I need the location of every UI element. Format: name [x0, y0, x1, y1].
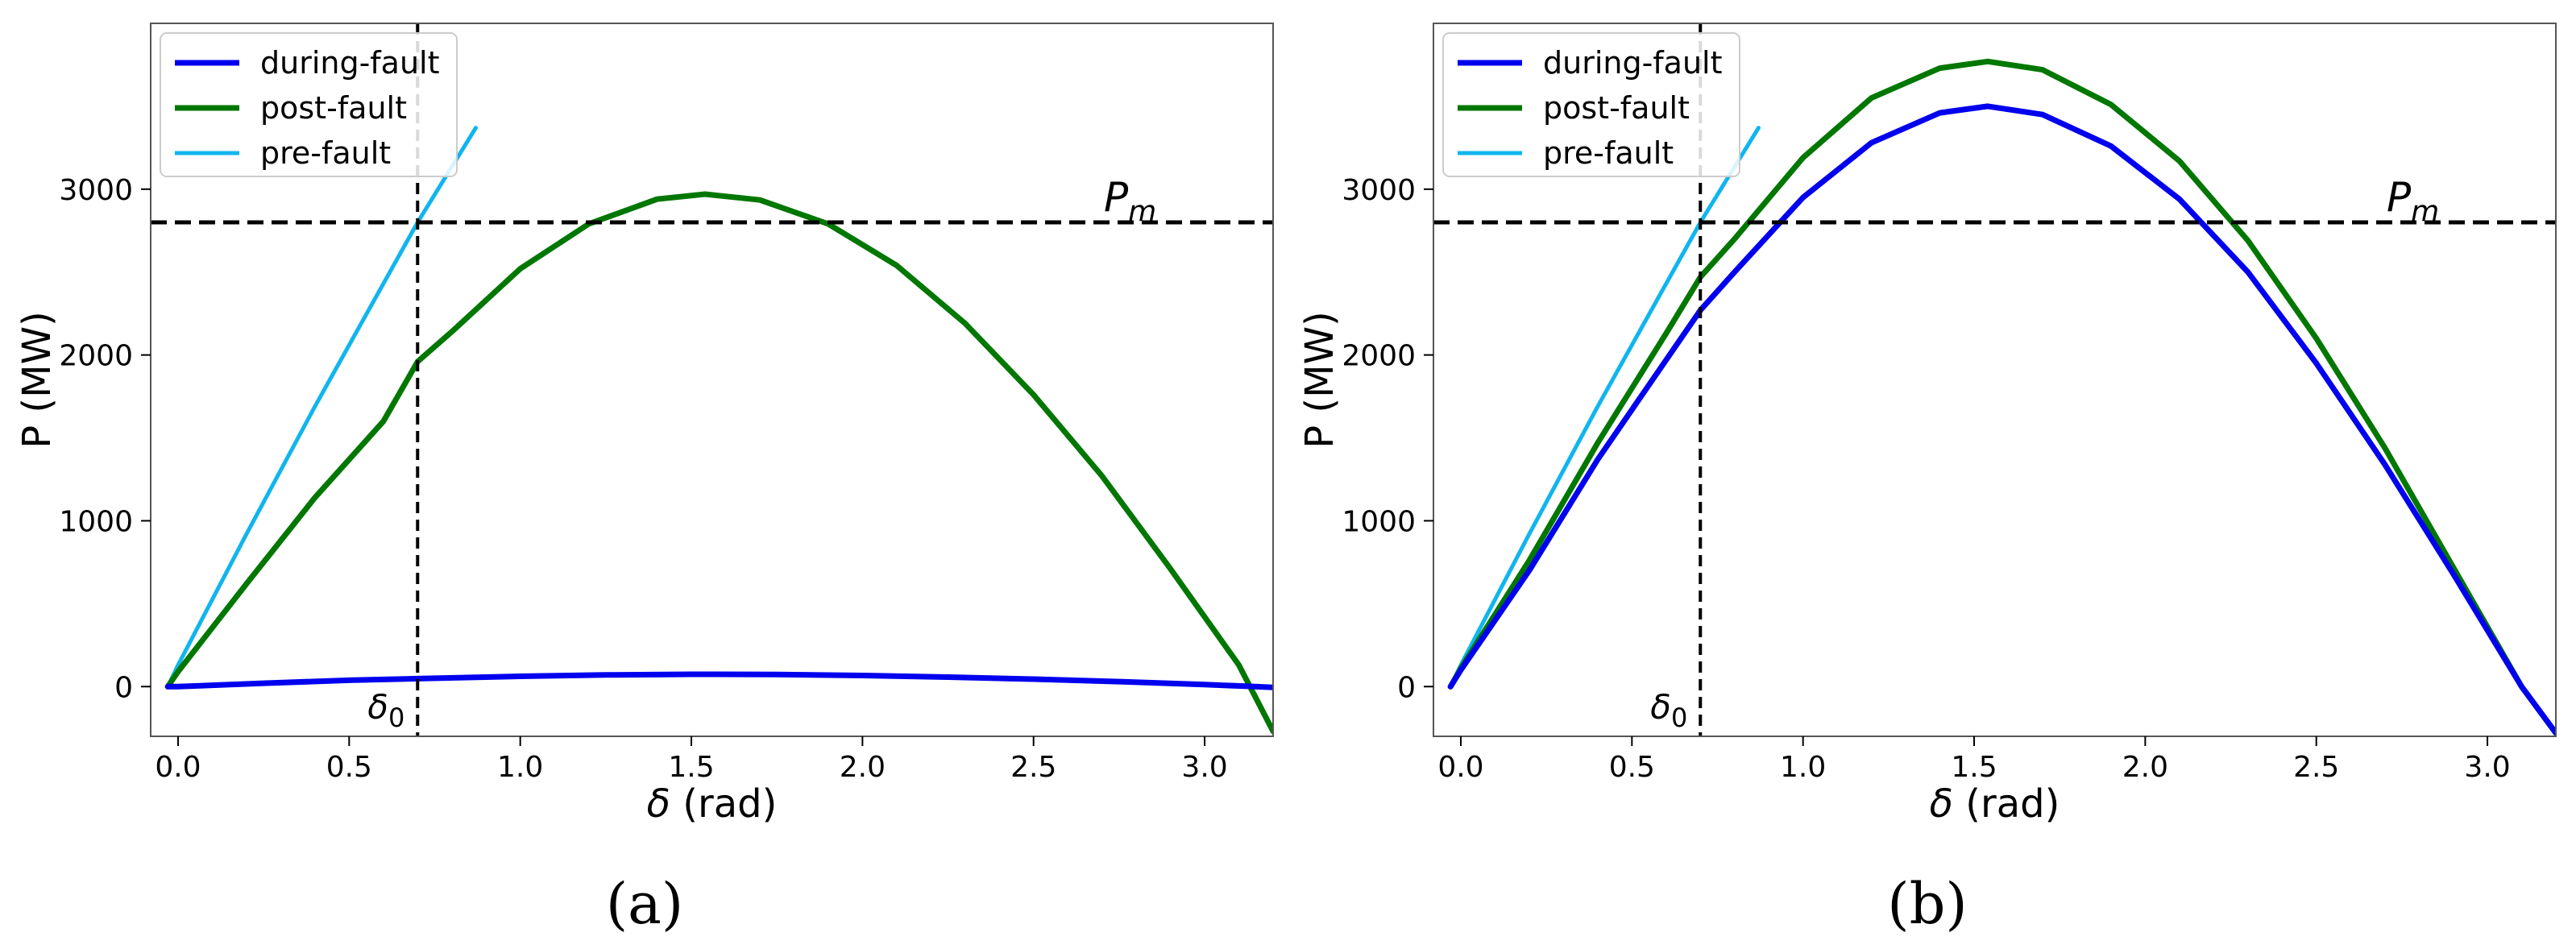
legend-label-pre-fault: pre-fault — [260, 135, 391, 171]
legend-label-post-fault: post-fault — [260, 90, 407, 126]
panel-label: (a) — [606, 871, 683, 937]
x-tick-label: 2.0 — [840, 751, 886, 784]
legend-box — [160, 32, 458, 177]
y-tick-label: 3000 — [1342, 174, 1416, 207]
x-tick-label: 0.5 — [1609, 751, 1655, 784]
series-line-post-fault — [164, 191, 1273, 735]
x-tick-label: 2.5 — [1010, 751, 1056, 784]
series-line-during-fault — [164, 671, 1273, 690]
axes-frame — [150, 23, 1274, 737]
series-line-pre-fault — [165, 126, 478, 689]
y-tick-label: 0 — [114, 671, 133, 704]
series-line-pre-fault — [1448, 126, 1761, 689]
y-tick-label: 3000 — [59, 174, 133, 207]
legend-label-during-fault: during-fault — [1543, 45, 1723, 81]
y-axis-label: P (MW) — [1297, 311, 1342, 449]
x-tick-label: 0.0 — [155, 751, 201, 784]
delta0-label: δ0 — [1650, 687, 1687, 733]
pm-label: Pm — [2387, 174, 2439, 228]
legend: during-fault post-fault pre-fault — [160, 32, 458, 177]
x-tick-label: 1.5 — [1951, 751, 1997, 784]
axes-frame — [1433, 23, 2557, 737]
x-tick-label: 2.5 — [2293, 751, 2339, 784]
x-tick-label: 1.5 — [668, 751, 714, 784]
x-tick-label: 3.0 — [1181, 751, 1227, 784]
legend-label-post-fault: post-fault — [1543, 90, 1690, 126]
x-tick-label: 3.0 — [2464, 751, 2510, 784]
legend-label-pre-fault: pre-fault — [1543, 135, 1674, 171]
legend: during-fault post-fault pre-fault — [1442, 32, 1740, 177]
series-line-during-fault — [1447, 103, 2556, 736]
x-axis-label: δ (rad) — [647, 781, 778, 827]
y-tick-label: 1000 — [1342, 505, 1416, 538]
chart-panel-b: Pm δ0 0.0 0.5 1.0 1.5 2.0 2.5 3.0 0 1000 2000 3000 δ … — [1297, 23, 2557, 937]
y-tick-label: 2000 — [1342, 340, 1416, 373]
series-line-post-fault — [1447, 58, 2556, 736]
x-tick-label: 2.0 — [2122, 751, 2168, 784]
x-tick-label: 0.0 — [1437, 751, 1483, 784]
panel-label: (b) — [1887, 871, 1967, 937]
y-axis-label: P (MW) — [15, 311, 60, 449]
x-tick-label: 1.0 — [1780, 751, 1826, 784]
pm-label: Pm — [1104, 174, 1156, 228]
x-tick-label: 1.0 — [497, 751, 543, 784]
chart-panel-a: Pm δ0 0.0 0.5 1.0 1.5 2.0 2.5 3.0 0 1000 2000 3000 δ … — [15, 23, 1274, 937]
y-tick-label: 1000 — [59, 505, 133, 538]
x-axis-label: δ (rad) — [1930, 781, 2060, 827]
x-tick-label: 0.5 — [326, 751, 372, 784]
legend-label-during-fault: during-fault — [260, 45, 440, 81]
y-tick-label: 0 — [1397, 671, 1416, 704]
delta0-label: δ0 — [367, 687, 404, 733]
y-tick-label: 2000 — [59, 340, 133, 373]
legend-box — [1442, 32, 1740, 177]
